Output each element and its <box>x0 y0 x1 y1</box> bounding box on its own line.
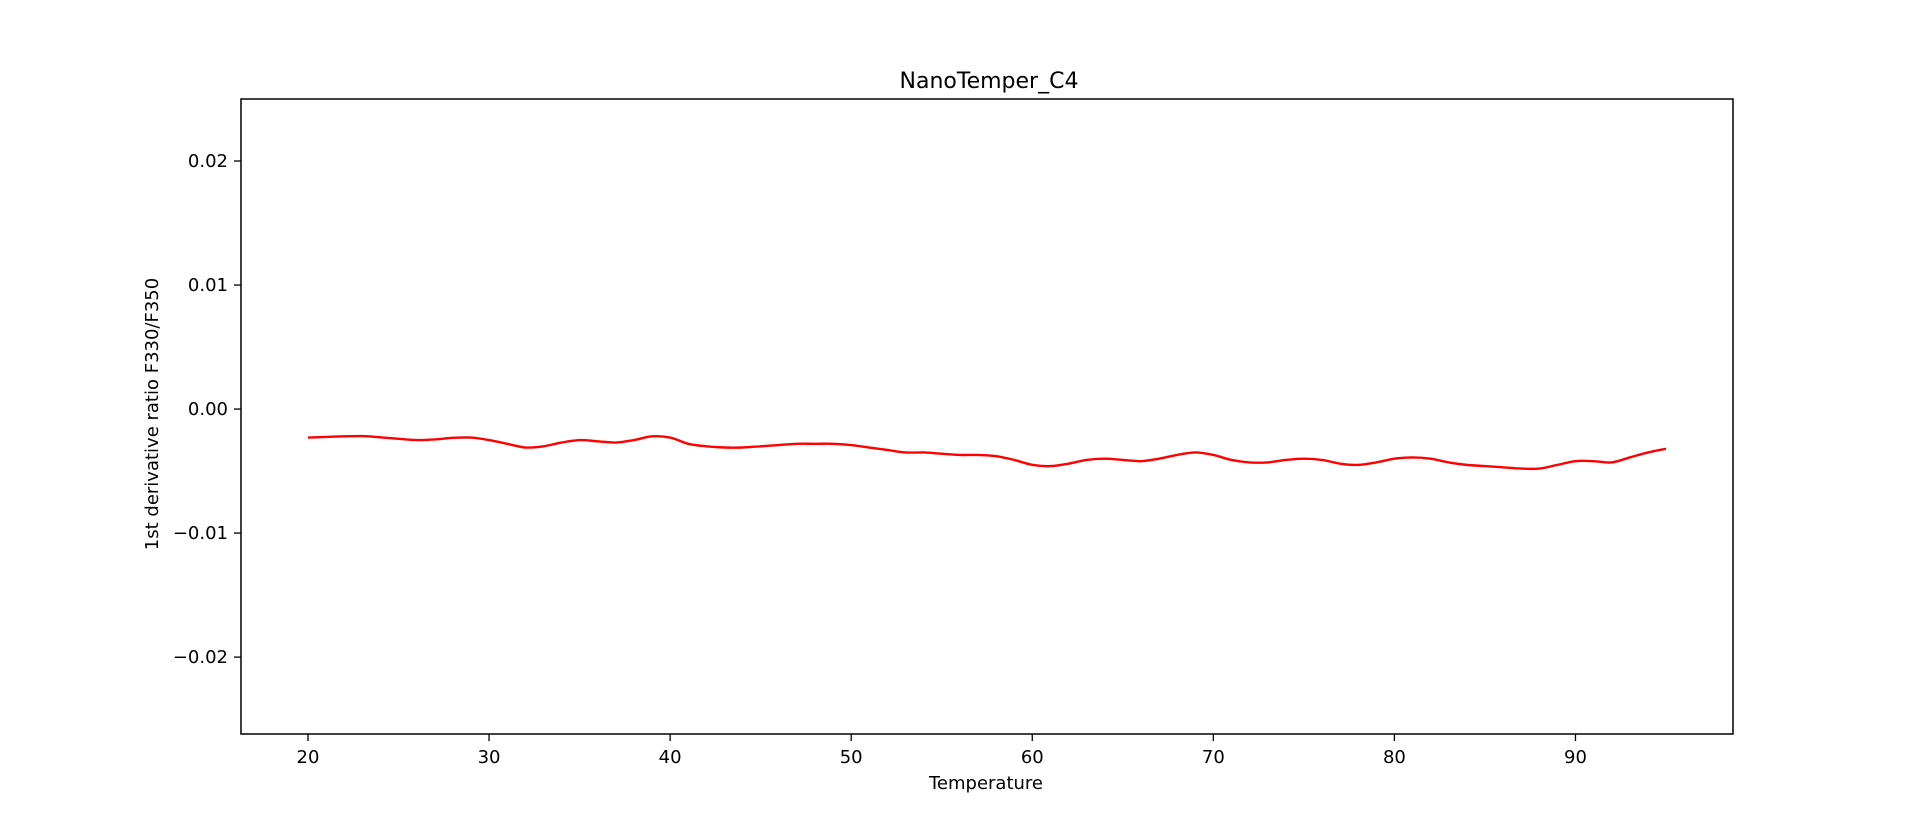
y-tick-label: 0.00 <box>188 399 228 420</box>
series-line <box>307 434 1667 471</box>
y-tick-label: 0.02 <box>188 151 228 172</box>
x-axis-title: Temperature <box>928 773 1043 794</box>
x-tick-label: 60 <box>1021 747 1044 768</box>
x-tick-label: 80 <box>1383 747 1406 768</box>
y-tick-label: 0.01 <box>188 275 228 296</box>
x-tick-label: 50 <box>840 747 863 768</box>
y-tick-label: −0.01 <box>173 523 228 544</box>
y-axis-title: 1st derivative ratio F330/F350 <box>142 278 163 550</box>
x-tick-label: 40 <box>659 747 682 768</box>
x-axis: 20 30 40 50 60 70 80 90 <box>297 734 1587 768</box>
x-tick-label: 30 <box>478 747 501 768</box>
x-tick-label: 90 <box>1564 747 1587 768</box>
series-layer <box>307 434 1667 471</box>
x-tick-label: 70 <box>1202 747 1225 768</box>
y-axis: 0.02 0.01 0.00 −0.01 −0.02 <box>173 151 241 668</box>
chart-title: NanoTemper_C4 <box>900 69 1079 94</box>
plot-area-frame <box>240 98 1734 735</box>
x-tick-label: 20 <box>297 747 320 768</box>
y-tick-label: −0.02 <box>173 647 228 668</box>
